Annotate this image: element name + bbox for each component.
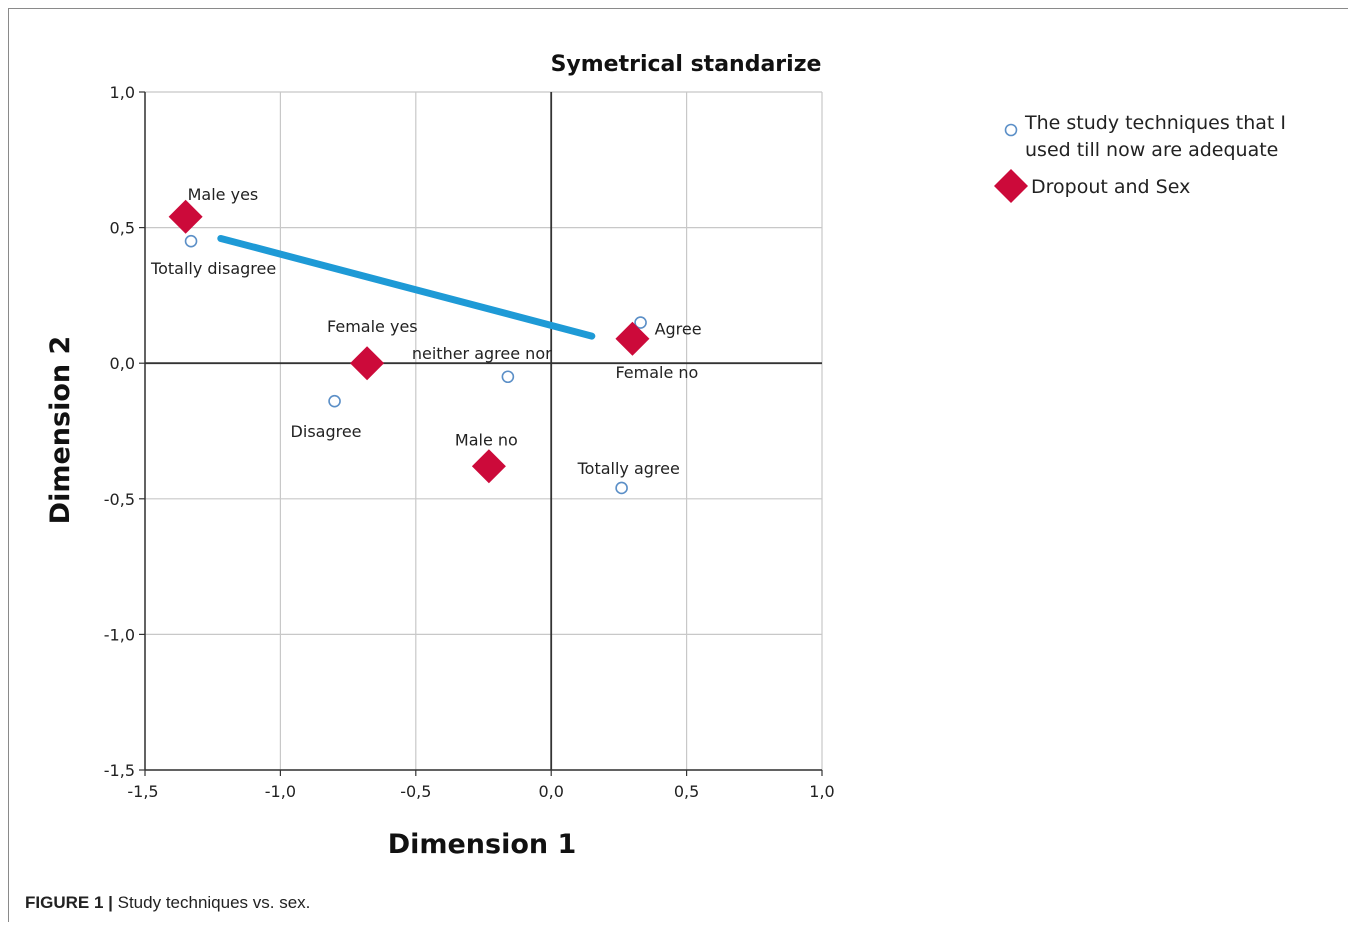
point-label: Agree [655,320,702,339]
figure-frame [8,8,1348,922]
caption-label: FIGURE 1 | [25,893,113,912]
point-female-yes [350,346,385,381]
point-disagree [328,394,341,408]
legend: The study techniques that I used till now… [994,112,1286,203]
annotation-line-layer [217,234,596,340]
legend-diamond-marker [994,169,1028,203]
legend-entry-dropout-sex: Dropout and Sex [1031,176,1190,198]
point-male-yes [168,199,203,234]
legend-entry-study-techniques: used till now are adequate [1025,139,1278,161]
x-tick-label: 1,0 [809,782,834,801]
point-label: Totally agree [577,459,680,478]
y-tick-label: 1,0 [110,83,135,102]
y-axis-label: Dimension 2 [45,336,76,525]
chart-title: Symetrical standarize [551,52,822,77]
point-neither-agree-nor [501,370,515,384]
point-label: Female yes [327,317,418,336]
x-tick-label: -1,5 [127,782,158,801]
x-axis-label: Dimension 1 [388,829,577,860]
legend-entry-study-techniques: The study techniques that I [1024,112,1286,134]
legend-circle-marker [1004,123,1018,137]
point-label: Disagree [291,422,362,441]
data-points [168,199,650,495]
point-label: Male no [455,430,518,449]
axes: -1,5 -1,0 -0,5 0,0 0,5 1,0 -1,5 -1,0 -0,5 0,0 0,5 1… [104,83,835,801]
point-male-no [471,449,506,484]
x-tick-label: -0,5 [400,782,431,801]
point-label: Male yes [188,185,259,204]
point-totally-agree [615,481,628,495]
y-tick-label: -1,0 [104,625,135,644]
point-label: Totally disagree [150,259,276,278]
caption-text: Study techniques vs. sex. [117,893,311,912]
annotation-line [217,234,596,340]
point-female-no [615,321,650,356]
y-tick-label: -1,5 [104,761,135,780]
y-tick-label: -0,5 [104,490,135,509]
y-tick-label: 0,5 [110,219,135,238]
x-tick-label: 0,5 [674,782,699,801]
point-label: neither agree nor [412,344,552,363]
point-labels: Totally disagree Disagree neither agree no… [150,185,702,478]
x-tick-label: -1,0 [265,782,296,801]
y-tick-label: 0,0 [110,354,135,373]
figure-caption: FIGURE 1 | Study techniques vs. sex. [25,893,310,913]
point-agree [634,316,647,329]
point-totally-disagree [184,234,198,248]
point-label: Female no [615,363,698,382]
x-tick-label: 0,0 [538,782,563,801]
